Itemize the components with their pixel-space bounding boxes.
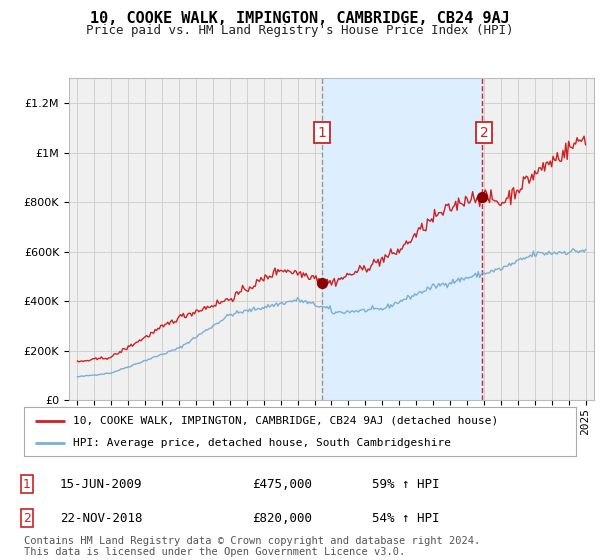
Text: 10, COOKE WALK, IMPINGTON, CAMBRIDGE, CB24 9AJ: 10, COOKE WALK, IMPINGTON, CAMBRIDGE, CB… (90, 11, 510, 26)
Bar (322, 78, 482, 400)
Text: Price paid vs. HM Land Registry's House Price Index (HPI): Price paid vs. HM Land Registry's House … (86, 24, 514, 36)
Text: 1: 1 (318, 126, 326, 140)
Text: HPI: Average price, detached house, South Cambridgeshire: HPI: Average price, detached house, Sout… (73, 437, 451, 447)
Text: 1: 1 (23, 478, 31, 491)
Text: 2: 2 (479, 126, 488, 140)
Text: 59% ↑ HPI: 59% ↑ HPI (372, 478, 439, 491)
Text: 22-NOV-2018: 22-NOV-2018 (60, 511, 143, 525)
Point (317, 278, 327, 287)
Text: 2: 2 (23, 511, 31, 525)
Point (478, 193, 487, 202)
Text: £820,000: £820,000 (252, 511, 312, 525)
Text: 15-JUN-2009: 15-JUN-2009 (60, 478, 143, 491)
Text: Contains HM Land Registry data © Crown copyright and database right 2024.
This d: Contains HM Land Registry data © Crown c… (24, 535, 480, 557)
Text: 54% ↑ HPI: 54% ↑ HPI (372, 511, 439, 525)
Text: £475,000: £475,000 (252, 478, 312, 491)
Text: 10, COOKE WALK, IMPINGTON, CAMBRIDGE, CB24 9AJ (detached house): 10, COOKE WALK, IMPINGTON, CAMBRIDGE, CB… (73, 416, 498, 426)
